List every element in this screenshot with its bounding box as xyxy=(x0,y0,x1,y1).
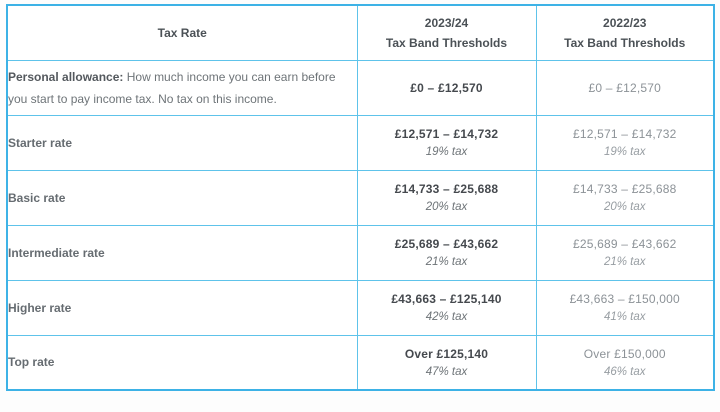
table-header-row: Tax Rate 2023/24 Tax Band Thresholds 202… xyxy=(6,4,715,61)
starter-rate-2022-23: £12,571 – £14,732 19% tax xyxy=(535,114,715,171)
threshold-range: £43,663 – £150,000 xyxy=(569,292,680,306)
row-label: Starter rate xyxy=(8,135,73,150)
header-tax-rate-label: Tax Rate xyxy=(157,25,207,40)
header-2023-24-subtitle: Tax Band Thresholds xyxy=(385,35,508,50)
starter-rate-2023-24: £12,571 – £14,732 19% tax xyxy=(356,114,537,171)
table-row-higher-rate: Higher rate £43,663 – £125,140 42% tax £… xyxy=(6,279,715,336)
tax-rate-percent: 21% tax xyxy=(603,256,646,268)
starter-rate-label-cell: Starter rate xyxy=(6,114,358,171)
higher-rate-2023-24: £43,663 – £125,140 42% tax xyxy=(356,279,537,336)
threshold-range: £0 – £12,570 xyxy=(588,80,661,95)
header-2023-24: 2023/24 Tax Band Thresholds xyxy=(356,4,537,61)
tax-rate-percent: 19% tax xyxy=(425,146,468,158)
tax-rate-percent: 47% tax xyxy=(425,365,468,378)
tax-rate-percent: 46% tax xyxy=(603,365,646,378)
header-2022-23-year: 2022/23 xyxy=(603,15,647,30)
threshold-range: £14,733 – £25,688 xyxy=(394,182,499,196)
table-row-starter-rate: Starter rate £12,571 – £14,732 19% tax £… xyxy=(6,114,715,171)
intermediate-rate-2022-23: £25,689 – £43,662 21% tax xyxy=(535,224,715,281)
threshold-range: £12,571 – £14,732 xyxy=(394,127,499,141)
threshold-range: £43,663 – £125,140 xyxy=(391,292,502,306)
tax-rate-percent: 20% tax xyxy=(425,201,468,213)
threshold-range: £0 – £12,570 xyxy=(410,80,483,95)
personal-allowance-description: Personal allowance: How much income you … xyxy=(6,59,358,116)
table-row-personal-allowance: Personal allowance: How much income you … xyxy=(6,59,715,116)
basic-rate-2022-23: £14,733 – £25,688 20% tax xyxy=(535,169,715,226)
header-2022-23: 2022/23 Tax Band Thresholds xyxy=(535,4,715,61)
row-label: Higher rate xyxy=(8,300,72,315)
top-rate-2022-23: Over £150,000 46% tax xyxy=(535,334,715,391)
personal-allowance-label: Personal allowance: xyxy=(8,69,124,84)
row-label: Top rate xyxy=(8,355,55,370)
top-rate-2023-24: Over £125,140 47% tax xyxy=(356,334,537,391)
header-tax-rate: Tax Rate xyxy=(6,4,358,61)
threshold-range: £25,689 – £43,662 xyxy=(573,237,677,251)
row-label: Intermediate rate xyxy=(8,245,105,260)
table-row-intermediate-rate: Intermediate rate £25,689 – £43,662 21% … xyxy=(6,224,715,281)
personal-allowance-text: How much income you can earn before you … xyxy=(8,69,336,106)
intermediate-rate-label-cell: Intermediate rate xyxy=(6,224,358,281)
basic-rate-label-cell: Basic rate xyxy=(6,169,358,226)
tax-rate-percent: 42% tax xyxy=(425,311,468,323)
intermediate-rate-2023-24: £25,689 – £43,662 21% tax xyxy=(356,224,537,281)
tax-rate-percent: 19% tax xyxy=(603,146,646,158)
personal-allowance-2022-23: £0 – £12,570 xyxy=(535,59,715,116)
threshold-range: £14,733 – £25,688 xyxy=(573,182,677,196)
row-label: Basic rate xyxy=(8,190,66,205)
basic-rate-2023-24: £14,733 – £25,688 20% tax xyxy=(356,169,537,226)
threshold-range: £12,571 – £14,732 xyxy=(573,127,677,141)
tax-rate-percent: 41% tax xyxy=(603,311,646,323)
threshold-range: Over £125,140 xyxy=(404,346,489,361)
higher-rate-label-cell: Higher rate xyxy=(6,279,358,336)
header-2023-24-year: 2023/24 xyxy=(424,15,469,30)
table-row-top-rate: Top rate Over £125,140 47% tax Over £150… xyxy=(6,334,715,391)
tax-rate-table: Tax Rate 2023/24 Tax Band Thresholds 202… xyxy=(6,4,715,391)
threshold-range: Over £150,000 xyxy=(583,346,666,361)
table-row-basic-rate: Basic rate £14,733 – £25,688 20% tax £14… xyxy=(6,169,715,226)
personal-allowance-2023-24: £0 – £12,570 xyxy=(356,59,537,116)
top-rate-label-cell: Top rate xyxy=(6,334,358,391)
header-2022-23-subtitle: Tax Band Thresholds xyxy=(564,35,686,50)
tax-rate-percent: 21% tax xyxy=(425,256,468,268)
tax-rate-percent: 20% tax xyxy=(603,201,646,213)
threshold-range: £25,689 – £43,662 xyxy=(394,237,499,251)
higher-rate-2022-23: £43,663 – £150,000 41% tax xyxy=(535,279,715,336)
